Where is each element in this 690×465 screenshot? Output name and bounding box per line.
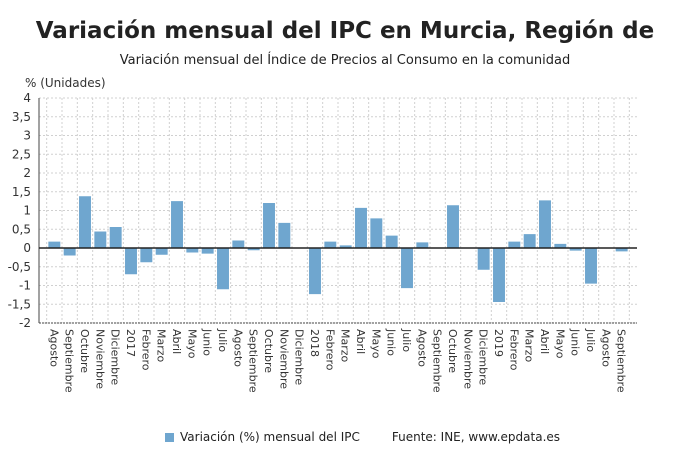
bar: [232, 240, 245, 248]
y-tick-label: 0: [23, 241, 31, 255]
x-tick-label: Agosto: [599, 329, 612, 367]
x-tick-label: Marzo: [155, 329, 168, 363]
x-tick-label: Mayo: [185, 329, 198, 359]
y-tick-label: -1: [19, 279, 31, 293]
x-tick-label: Marzo: [339, 329, 352, 363]
y-tick-label: -0,5: [8, 260, 31, 274]
bar: [416, 242, 429, 248]
x-tick-label: Noviembre: [277, 329, 290, 389]
x-tick-label: Noviembre: [461, 329, 474, 389]
bar: [539, 200, 551, 248]
x-tick-label: Julio: [584, 328, 597, 352]
legend-label: Variación (%) mensual del IPC: [180, 430, 360, 444]
x-tick-label: Abril: [354, 329, 367, 354]
bar: [385, 235, 398, 248]
bar: [447, 205, 459, 248]
x-tick-label: Septiembre: [431, 329, 444, 393]
bar: [401, 248, 413, 289]
x-tick-label: Abril: [170, 329, 183, 354]
bar: [63, 248, 76, 256]
x-tick-label: Agosto: [415, 329, 428, 367]
legend-swatch: [165, 432, 174, 442]
x-tick-label: Agosto: [47, 329, 60, 367]
bar: [155, 248, 168, 255]
bar: [201, 248, 214, 254]
y-tick-label: -2: [19, 316, 31, 330]
bar: [217, 248, 229, 290]
x-tick-label: Febrero: [507, 329, 520, 371]
x-tick-label: Octubre: [446, 329, 459, 373]
y-tick-label: 2: [23, 166, 31, 180]
bar: [125, 248, 137, 275]
x-tick-label: Mayo: [553, 329, 566, 359]
bar: [493, 248, 505, 302]
y-tick-label: 0,5: [12, 222, 31, 236]
x-tick-label: Septiembre: [63, 329, 76, 393]
x-tick-label: Septiembre: [615, 329, 628, 393]
x-tick-label: Noviembre: [93, 329, 106, 389]
x-tick-label: Diciembre: [109, 329, 122, 385]
chart-subtitle: Variación mensual del Índice de Precios …: [119, 53, 571, 68]
x-tick-label: Febrero: [139, 329, 152, 371]
source-text: Fuente: INE, www.epdata.es: [391, 430, 561, 444]
x-tick-label: Septiembre: [247, 329, 260, 393]
bar: [247, 248, 260, 251]
bar: [370, 218, 383, 248]
bar: [171, 201, 183, 248]
x-tick-label: Mayo: [369, 329, 382, 359]
bar: [508, 241, 521, 248]
bar: [278, 222, 291, 248]
bar: [339, 245, 352, 248]
x-tick-label: 2019: [492, 329, 505, 357]
x-tick-label: Julio: [400, 328, 413, 352]
x-tick-label: Junio: [201, 328, 214, 356]
bar: [94, 231, 107, 248]
bar: [355, 207, 367, 248]
bar: [615, 248, 628, 252]
y-tick-label: 4: [23, 91, 31, 105]
x-tick-label: Agosto: [231, 329, 244, 367]
bar: [48, 241, 61, 248]
y-tick-label: 1,5: [12, 185, 31, 199]
x-tick-label: Octubre: [78, 329, 91, 373]
bar: [263, 203, 275, 248]
x-tick-label: Julio: [216, 328, 229, 352]
bar: [324, 241, 337, 248]
bar: [523, 234, 536, 248]
legend: Variación (%) mensual del IPC Fuente: IN…: [165, 430, 560, 444]
x-tick-label: Marzo: [523, 329, 536, 363]
bar: [309, 248, 321, 295]
chart-title: Variación mensual del IPC en Murcia, Reg…: [35, 18, 655, 44]
x-tick-label: Febrero: [323, 329, 336, 371]
x-tick-label: Diciembre: [293, 329, 306, 385]
bar: [109, 227, 122, 248]
y-tick-label: -1,5: [8, 297, 31, 311]
bar: [186, 248, 199, 253]
bar: [79, 196, 91, 248]
x-tick-label: Diciembre: [477, 329, 490, 385]
x-tick-label: 2018: [308, 329, 321, 357]
x-tick-label: 2017: [124, 329, 137, 357]
y-tick-label: 2,5: [12, 147, 31, 161]
y-axis-label: % (Unidades): [25, 76, 106, 90]
x-tick-label: Octubre: [262, 329, 275, 373]
x-tick-label: Junio: [385, 328, 398, 356]
bar: [569, 248, 582, 251]
bar: [585, 248, 597, 284]
x-tick-label: Junio: [569, 328, 582, 356]
y-tick-label: 3: [23, 129, 31, 143]
bar: [554, 243, 567, 248]
bar: [477, 248, 490, 270]
y-tick-label: 3,5: [12, 110, 31, 124]
bar: [140, 248, 153, 263]
y-tick-label: 1: [23, 204, 31, 218]
x-tick-label: Abril: [538, 329, 551, 354]
